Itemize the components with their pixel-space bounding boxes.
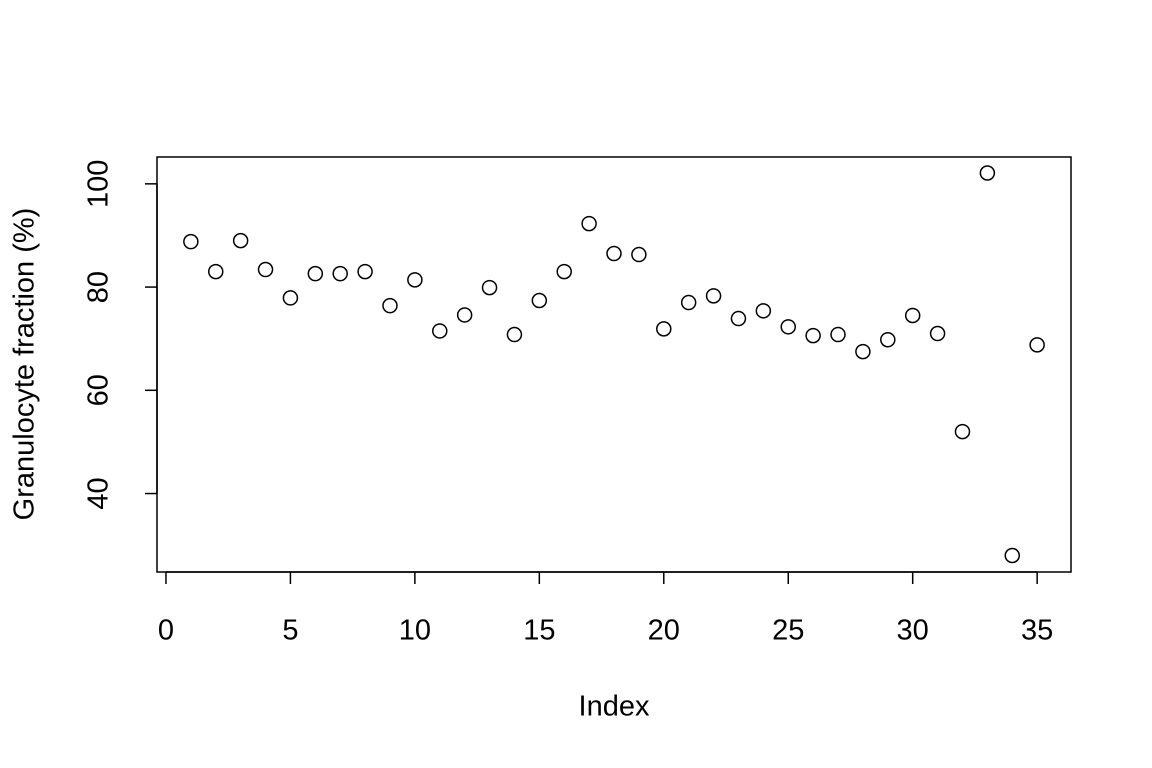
point xyxy=(755,303,772,319)
point xyxy=(481,279,498,296)
point xyxy=(556,263,572,280)
x-tick-label: 25 xyxy=(772,615,804,647)
point xyxy=(581,215,597,232)
x-tick-label: 20 xyxy=(648,615,680,647)
y-axis-label: Granulocyte fraction (%) xyxy=(9,208,41,521)
point xyxy=(183,233,199,250)
point xyxy=(307,265,324,282)
x-tick-label: 35 xyxy=(1021,615,1053,647)
y-tick-label: 60 xyxy=(83,374,115,406)
point xyxy=(705,288,722,304)
point xyxy=(631,246,647,263)
point xyxy=(855,343,871,360)
y-tick-label: 80 xyxy=(83,271,115,303)
point xyxy=(357,263,373,280)
point xyxy=(954,423,971,440)
y-tick-label: 40 xyxy=(83,477,115,509)
point xyxy=(780,319,796,335)
point xyxy=(730,310,747,327)
point xyxy=(456,307,473,323)
point xyxy=(407,272,423,288)
point xyxy=(880,331,896,348)
y-tick-label: 100 xyxy=(83,160,115,208)
point xyxy=(904,307,921,324)
x-tick-label: 10 xyxy=(399,615,431,647)
plot-frame xyxy=(156,156,1072,573)
point xyxy=(382,297,398,314)
x-tick-label: 30 xyxy=(897,615,929,647)
x-tick-label: 0 xyxy=(158,615,174,647)
point xyxy=(506,326,523,343)
point xyxy=(332,265,348,282)
point xyxy=(282,290,299,306)
point xyxy=(606,245,622,262)
x-tick-label: 15 xyxy=(523,615,555,647)
point xyxy=(656,321,672,337)
point xyxy=(979,165,996,181)
x-tick-label: 5 xyxy=(282,615,298,647)
point xyxy=(207,263,224,280)
point xyxy=(257,261,274,278)
point xyxy=(1029,337,1045,353)
point xyxy=(432,323,448,339)
point xyxy=(805,327,821,344)
x-axis-label: Index xyxy=(579,691,650,723)
point xyxy=(531,292,548,309)
point xyxy=(680,294,697,311)
point xyxy=(830,326,846,343)
point xyxy=(232,232,249,249)
point xyxy=(929,325,946,342)
point xyxy=(1004,547,1021,564)
